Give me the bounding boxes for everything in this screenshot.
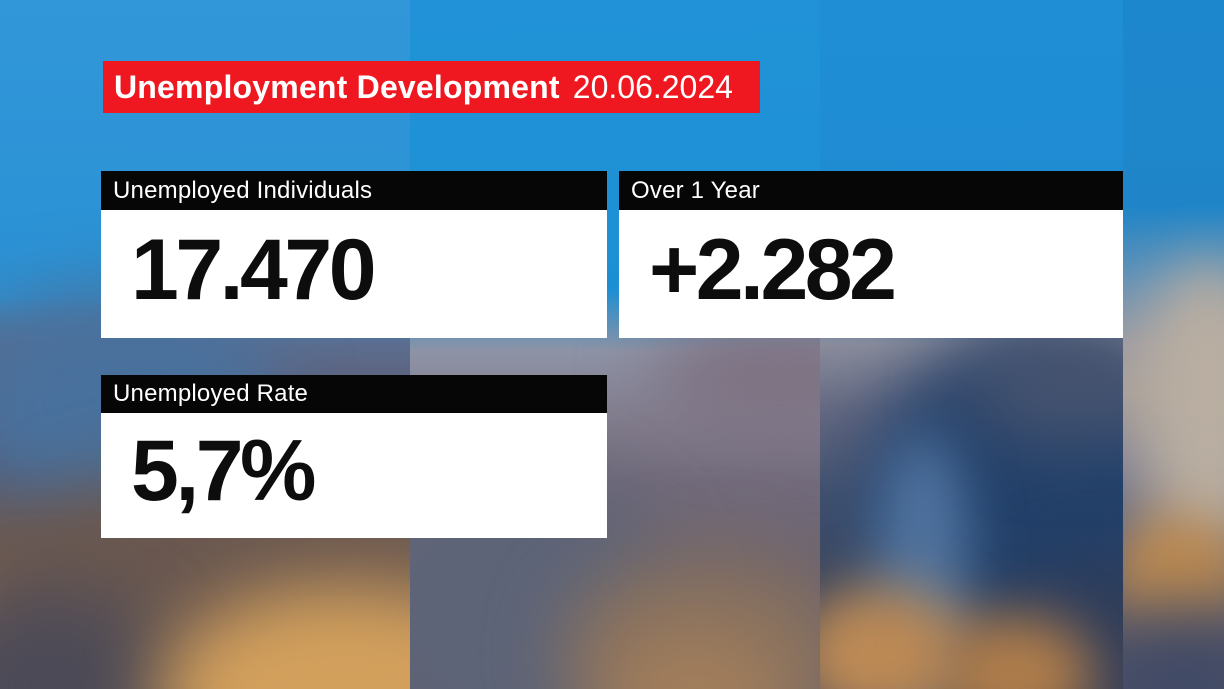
bg-blob [960,325,1123,445]
stat-card-unemployed-individuals: Unemployed Individuals 17.470 [101,171,607,338]
card-label: Unemployed Rate [113,380,309,407]
headline-bar: Unemployment Development 20.06.2024 [103,61,760,113]
bg-blob [1123,595,1224,689]
card-body: +2.282 [619,210,1123,338]
card-value: +2.282 [649,221,897,318]
stat-card-over-1-year: Over 1 Year +2.282 [619,171,1123,338]
stat-card-unemployed-rate: Unemployed Rate 5,7% [101,375,607,538]
card-body: 17.470 [101,210,607,338]
card-label: Unemployed Individuals [113,176,373,204]
card-value: 5,7% [131,423,317,519]
card-header: Over 1 Year [619,171,1123,210]
card-label: Over 1 Year [631,176,760,204]
card-header: Unemployed Rate [101,375,607,413]
headline-title: Unemployment Development [114,68,560,105]
card-body: 5,7% [101,413,607,538]
bg-panel-mid-left [410,0,820,689]
card-value: 17.470 [131,221,377,318]
headline-date: 20.06.2024 [572,68,733,105]
bg-panel-right [1123,0,1224,689]
bg-panel-mid-right [820,0,1123,689]
card-header: Unemployed Individuals [101,171,607,210]
